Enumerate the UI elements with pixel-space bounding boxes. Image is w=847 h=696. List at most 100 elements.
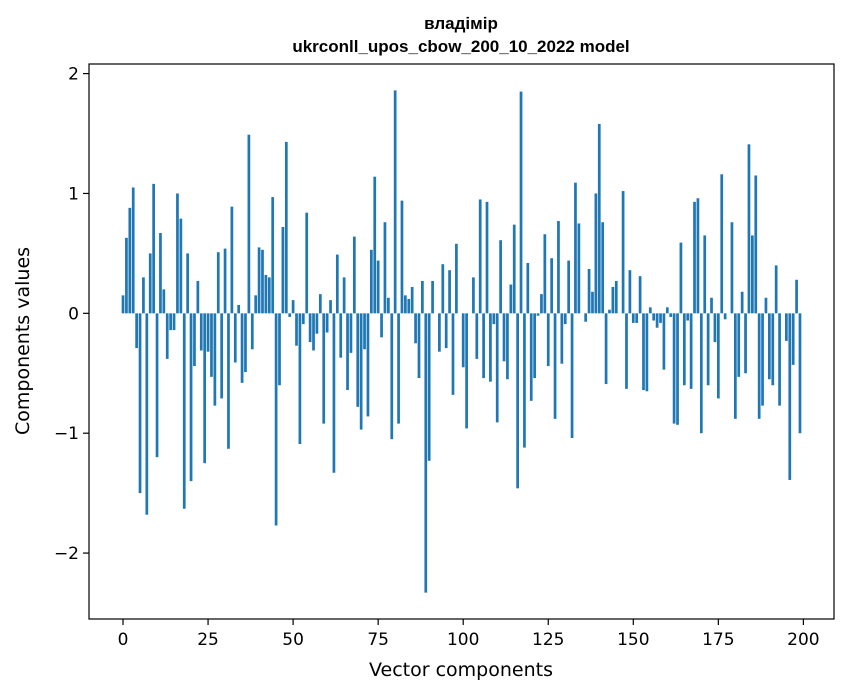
bar (604, 313, 608, 385)
bar (591, 291, 594, 314)
bar (233, 313, 237, 363)
bar (121, 295, 125, 314)
bar (223, 248, 227, 314)
bar (747, 144, 751, 314)
bar (281, 227, 285, 314)
bar (400, 200, 404, 314)
y-tick-label: −2 (54, 544, 79, 564)
x-tick-label: 25 (197, 630, 219, 650)
bar (305, 212, 309, 314)
bar (349, 313, 353, 353)
bar (329, 300, 332, 314)
bar (410, 286, 414, 314)
bar (244, 313, 247, 373)
bar (237, 304, 241, 314)
bar (737, 313, 741, 377)
bar (346, 313, 349, 391)
bar (274, 313, 278, 526)
bar (203, 313, 207, 464)
bar (352, 236, 356, 314)
bar (485, 201, 489, 314)
x-tick-label: 175 (702, 630, 734, 650)
bar (155, 313, 159, 458)
bar (264, 274, 268, 314)
bar (553, 313, 557, 419)
bar (176, 193, 179, 314)
bar (744, 313, 747, 374)
bar (135, 313, 138, 349)
bar (672, 313, 676, 424)
bar (662, 313, 666, 370)
bar (699, 313, 703, 434)
bar (427, 313, 431, 461)
bar (193, 313, 196, 367)
bar (206, 313, 210, 352)
bar (791, 313, 795, 365)
bar (546, 313, 550, 367)
bar (706, 313, 710, 386)
bar (424, 313, 428, 593)
bar (774, 265, 778, 314)
bar (441, 264, 445, 314)
bar (162, 289, 166, 314)
bar (519, 91, 523, 314)
bar (216, 252, 220, 314)
bar (536, 313, 540, 316)
bar (689, 313, 693, 389)
bar (356, 313, 360, 407)
bar (642, 313, 645, 391)
bar (322, 313, 326, 424)
bar (509, 284, 513, 314)
bar (142, 277, 145, 314)
bar (172, 313, 176, 331)
bar (325, 313, 329, 333)
bar (373, 176, 377, 314)
bar (301, 313, 305, 325)
bar (567, 260, 571, 314)
bar (339, 313, 343, 358)
bar (332, 313, 336, 473)
bar (291, 300, 295, 314)
bar (271, 197, 275, 314)
bar (645, 313, 649, 392)
bar (387, 297, 390, 314)
y-axis-ticks: −2 −1 0 1 2 (54, 65, 89, 564)
bar (145, 313, 149, 515)
bar (210, 313, 213, 377)
bar (284, 141, 288, 314)
bar (148, 253, 152, 314)
bar (529, 313, 533, 401)
x-tick-label: 200 (787, 630, 819, 650)
bar (523, 313, 526, 448)
bar (417, 313, 421, 379)
bar (254, 295, 258, 314)
bar (757, 313, 761, 419)
bar (482, 313, 485, 379)
bar (298, 313, 302, 444)
bar (679, 242, 683, 314)
bar (676, 313, 679, 425)
bar (125, 237, 128, 314)
bar (720, 174, 724, 314)
bar (478, 199, 482, 314)
bar (723, 313, 727, 320)
bar (628, 270, 632, 314)
bar (475, 313, 479, 359)
bar (138, 313, 142, 494)
bar (665, 307, 669, 314)
bar (614, 280, 618, 314)
bar (179, 218, 183, 314)
bar (492, 313, 496, 325)
bar (754, 175, 758, 314)
bar (261, 249, 264, 314)
bar (655, 313, 659, 328)
bar (512, 224, 516, 314)
bar (465, 313, 468, 429)
bar (230, 206, 234, 314)
x-tick-label: 125 (532, 630, 564, 650)
bar (693, 201, 696, 314)
x-tick-label: 50 (282, 630, 304, 650)
bar (267, 277, 271, 314)
